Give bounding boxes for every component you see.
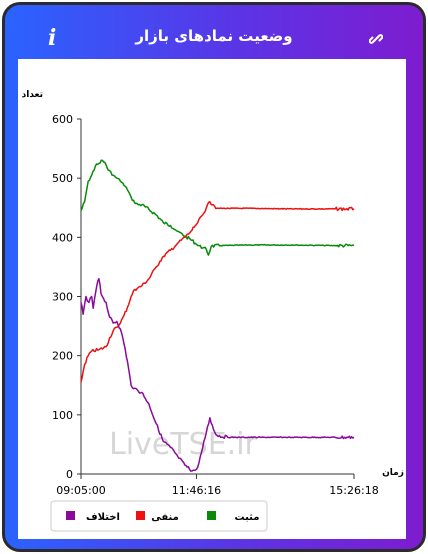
y-tick-label: 0 bbox=[66, 468, 73, 481]
series-lines bbox=[80, 159, 355, 472]
legend-swatch-negative[interactable] bbox=[136, 511, 145, 520]
chart-panel: تعداد نماد زمان LiveTSE.ir 0 100 200 300 400… bbox=[5, 59, 406, 539]
page-title: وضعیت نمادهای بازار bbox=[135, 27, 293, 45]
y-tick-label: 600 bbox=[52, 113, 73, 126]
legend-swatch-positive[interactable] bbox=[207, 511, 216, 520]
legend-label-positive[interactable]: مثبت bbox=[235, 512, 260, 523]
info-icon[interactable]: i bbox=[48, 25, 57, 51]
legend-label-diff[interactable]: اختلاف bbox=[86, 512, 120, 523]
watermark: LiveTSE.ir bbox=[109, 427, 257, 462]
legend-label-negative[interactable]: منفی bbox=[151, 512, 179, 523]
x-axis-title: زمان bbox=[382, 468, 404, 478]
header-bar: وضعیت نمادهای بازار i bbox=[5, 5, 423, 59]
y-tick-label: 200 bbox=[52, 350, 73, 363]
x-tick-label: 11:46:16 bbox=[172, 484, 221, 497]
x-tick-label: 09:05:00 bbox=[56, 484, 105, 497]
link-icon[interactable] bbox=[368, 31, 384, 50]
legend: مثبت منفی اختلاف bbox=[50, 500, 268, 532]
series-line-positive[interactable] bbox=[80, 159, 355, 256]
axes bbox=[80, 119, 354, 475]
y-ticks: 0 100 200 300 400 500 600 bbox=[52, 113, 81, 481]
y-tick-label: 500 bbox=[52, 172, 73, 185]
y-axis-title: تعداد نماد bbox=[18, 90, 43, 100]
y-tick-label: 400 bbox=[52, 231, 73, 244]
series-line-diff[interactable] bbox=[80, 277, 355, 472]
x-ticks: 09:05:00 11:46:16 15:26:18 bbox=[56, 474, 379, 497]
legend-box bbox=[50, 500, 268, 532]
y-tick-label: 100 bbox=[52, 409, 73, 422]
x-tick-label: 15:26:18 bbox=[329, 484, 378, 497]
series-line-negative[interactable] bbox=[80, 201, 355, 383]
legend-swatch-diff[interactable] bbox=[66, 511, 75, 520]
y-tick-label: 300 bbox=[52, 291, 73, 304]
market-status-chart: تعداد نماد زمان LiveTSE.ir 0 100 200 300 400… bbox=[5, 90, 404, 532]
